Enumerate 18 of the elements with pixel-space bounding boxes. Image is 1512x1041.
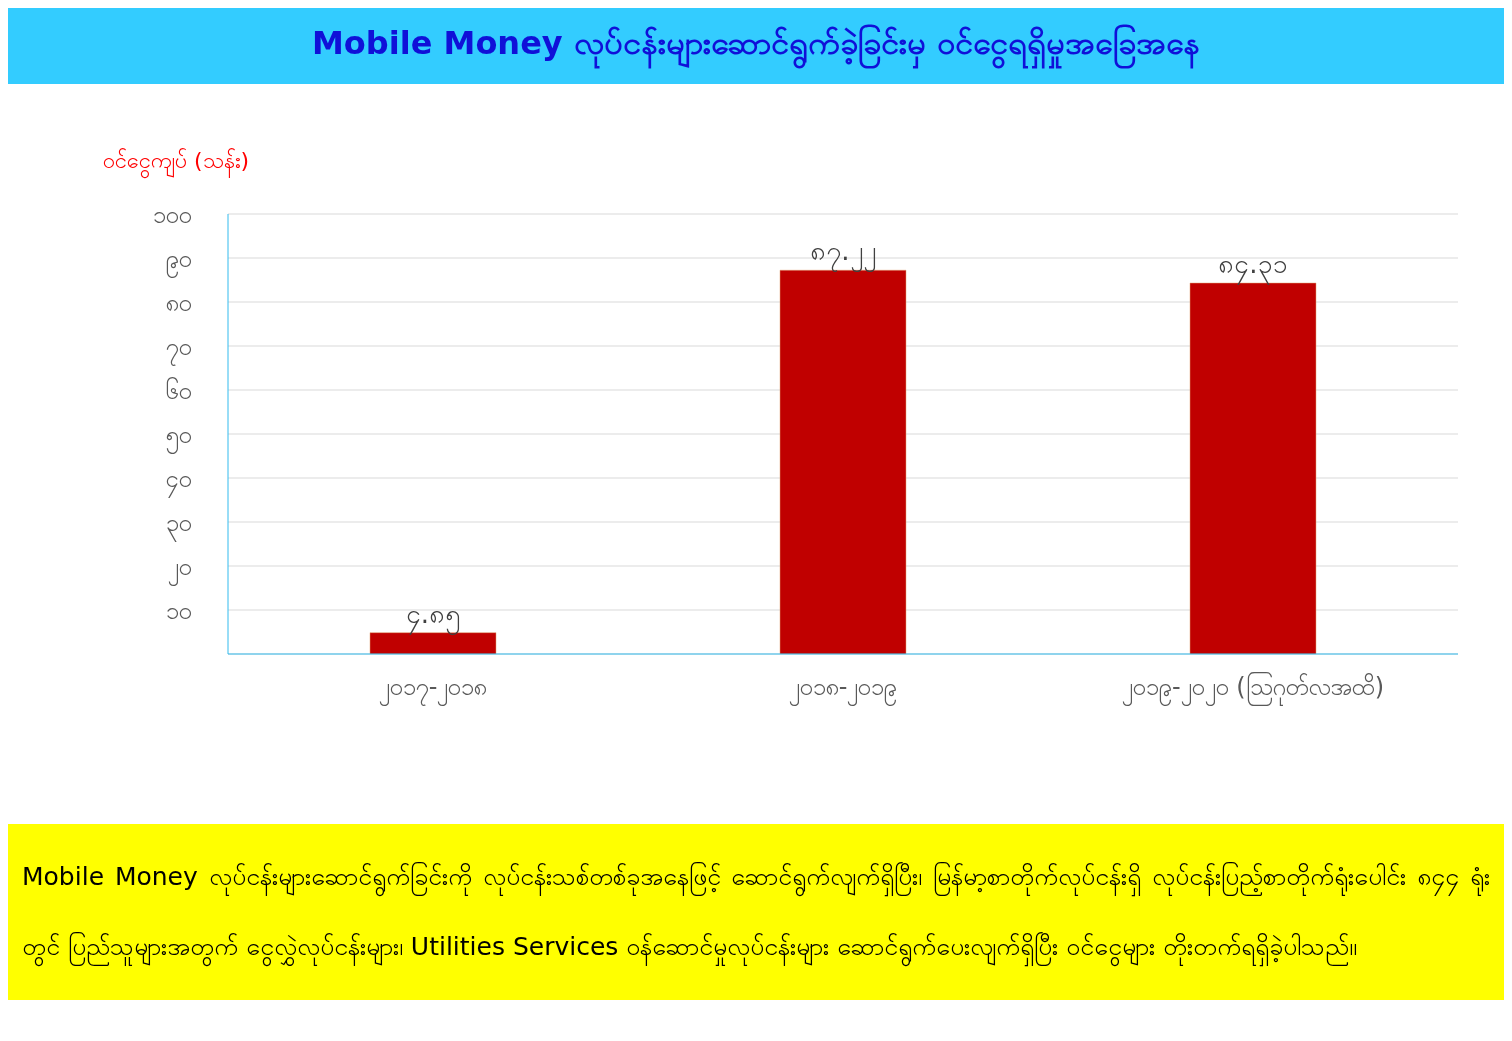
x-tick-label: ၂၀၁၇-၂၀၁၈ <box>378 673 488 707</box>
y-tick-label: ၂၀ <box>168 552 192 586</box>
y-tick-label: ၁၀၀ <box>153 200 192 229</box>
y-tick-label: ၈၀ <box>166 288 192 317</box>
y-tick-label: ၄၀ <box>165 464 192 498</box>
y-tick-label: ၇၀ <box>166 332 192 366</box>
y-tick-label: ၃၀ <box>166 508 192 542</box>
data-label: ၄.၈၅ <box>405 598 461 635</box>
y-axis-title: ဝင်ငွေကျပ် (သန်း) <box>103 147 250 179</box>
chart-title: Mobile Money လုပ်ငန်းများဆောင်ရွက်ခဲ့ခြင်းမှ ဝင်ငွေရရှိမှုအခြေအနေ <box>312 23 1200 70</box>
y-tick-label: ၁၀ <box>166 596 192 625</box>
x-tick-label: ၂၀၁၈-၂၀၁၉ <box>788 673 898 707</box>
y-tick-label: ၉၀ <box>166 244 192 278</box>
y-tick-label: ၅၀ <box>166 420 192 454</box>
y-tick-label: ၆၀ <box>166 375 192 405</box>
x-tick-label: ၂၀၁၉-၂၀၂၀ (ဩဂုတ်လအထိ) <box>1121 671 1385 707</box>
data-label: ၈၇.၂၂ <box>810 236 876 273</box>
data-label: ၈၄.၃၁ <box>1218 249 1288 286</box>
